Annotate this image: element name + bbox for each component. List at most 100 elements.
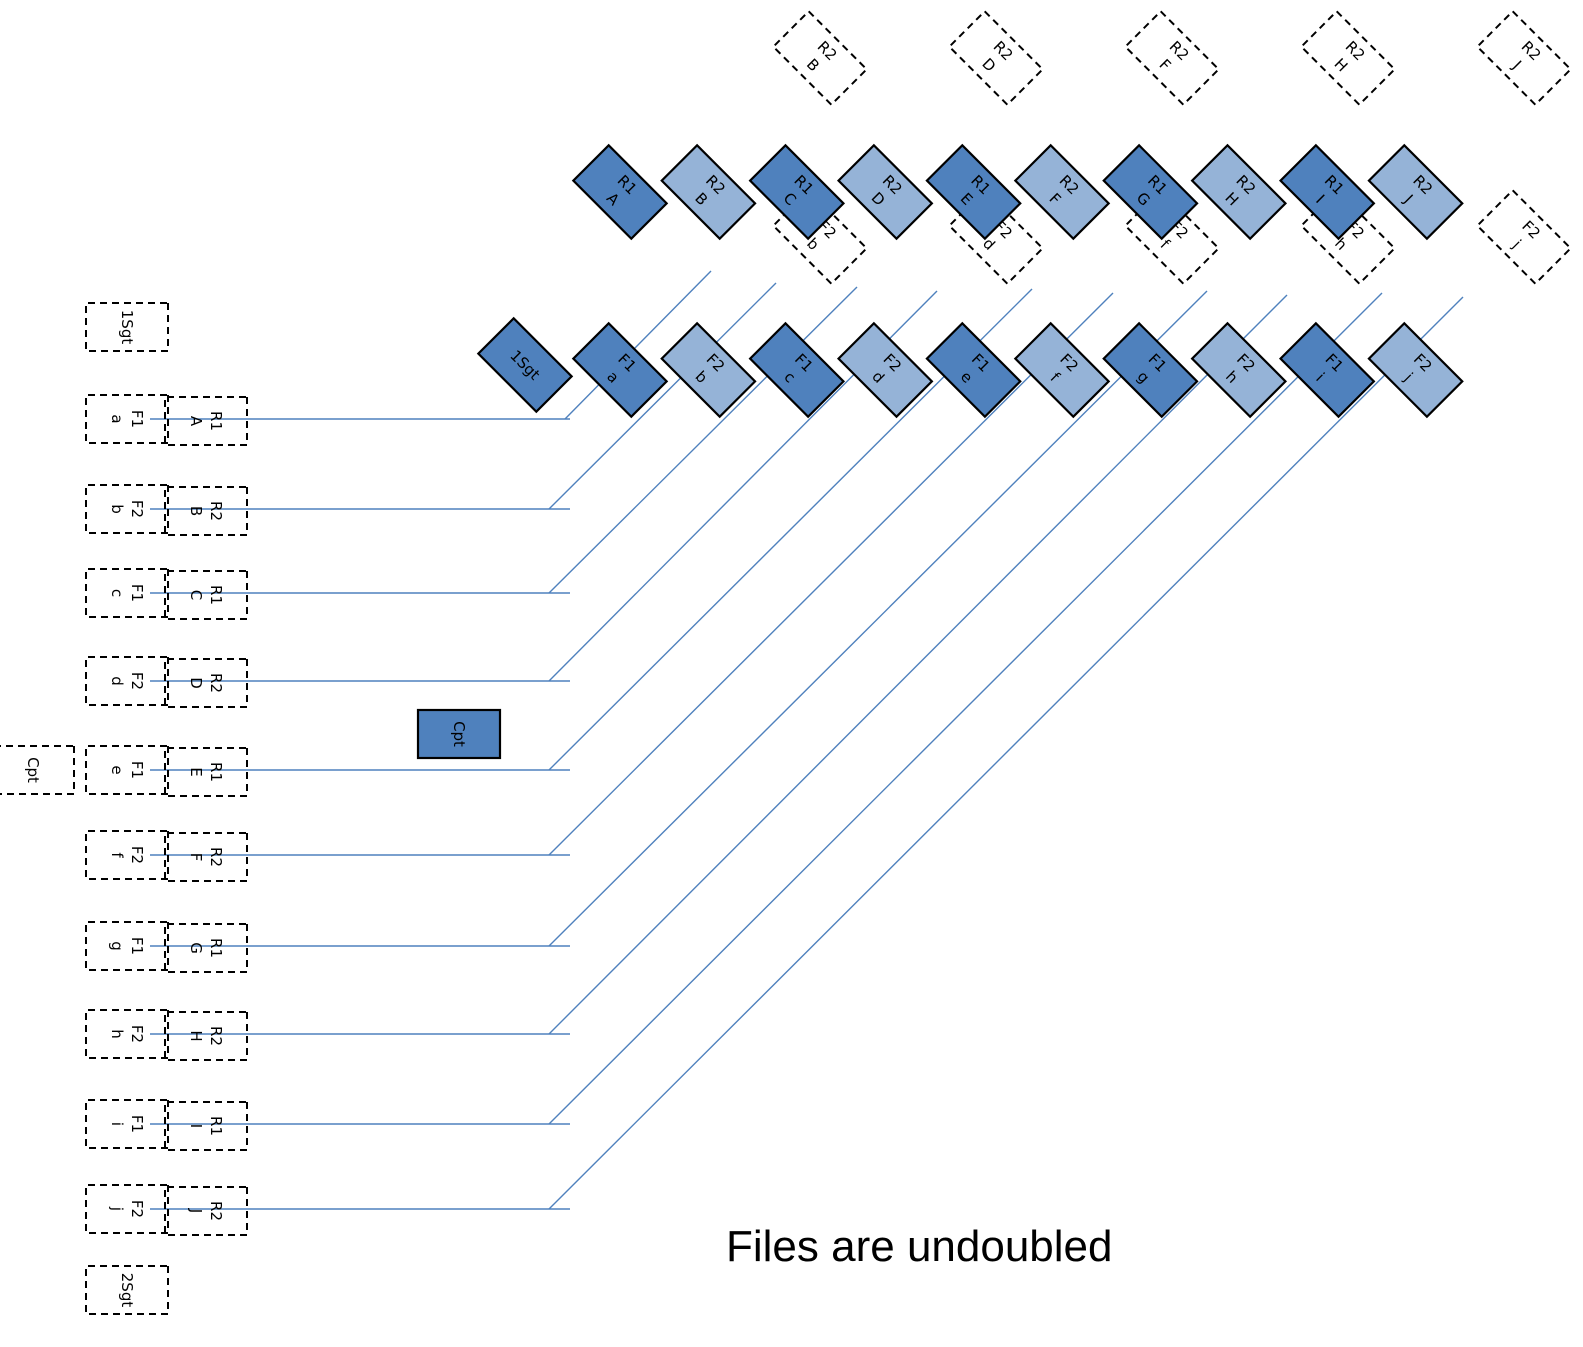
rank-column-box-C: R1C [164, 570, 248, 620]
rank-column-box-E-label: E [187, 767, 205, 776]
rank-diag-F: R2F [1013, 143, 1111, 241]
ghost-top-H-label: H [1331, 55, 1352, 76]
file-column-box-h-label: h [108, 1029, 126, 1039]
rank-diag-C: R1C [748, 143, 846, 241]
rank-column-box-I: R1I [164, 1101, 248, 1151]
diagram-caption: Files are undoubled [726, 1222, 1113, 1271]
file-diag-h: F2h [1190, 321, 1288, 419]
rank-column-box-F: R2F [164, 832, 248, 882]
rank-column-box-J-label: R2 [207, 1201, 225, 1221]
rank-column-box-B-label: R2 [207, 501, 225, 521]
rank-column-box-B-label: B [187, 506, 205, 516]
sgt-bottom-box-label: 2Sgt [118, 1273, 136, 1308]
ghost-top-J: R2J [1475, 9, 1573, 107]
file-column-box-d: F2d [85, 656, 169, 706]
file-column-box-h: F2h [85, 1009, 169, 1059]
connector-line [548, 290, 1208, 947]
rank-column-box-G-label: G [187, 942, 205, 954]
file-column-box-c-label: F1 [128, 584, 146, 602]
cpt-block-label: Cpt [450, 721, 468, 747]
ghost-top-D: R2D [947, 9, 1045, 107]
rank-column-box-G-label: R1 [207, 938, 225, 958]
file-column-box-b-label: b [108, 504, 126, 514]
connector-line [548, 292, 1114, 856]
file-diag-c: F1c [748, 321, 846, 419]
rank-column-box-D-label: R2 [207, 673, 225, 693]
rank-column-box-H-label: H [187, 1030, 205, 1041]
file-column-box-e-label: e [108, 765, 126, 774]
ghost-mid-j-label: j [1508, 236, 1524, 252]
diagram-blocks: 1Sgt2SgtCptF1aF2bF1cF2dF1eF2fF1gF2hF1iF2… [0, 9, 1573, 1315]
rank-column-box-H-label: R2 [207, 1026, 225, 1046]
file-column-box-j: F2j [85, 1184, 169, 1234]
rank-column-box-J-label: J [187, 1208, 205, 1213]
file-diag-g: F1g [1102, 321, 1199, 419]
file-column-box-j-label: F2 [128, 1200, 146, 1218]
rank-column-box-E-label: R1 [207, 762, 225, 782]
sgt-top-box-label: 1Sgt [118, 310, 136, 345]
rank-diag-G: R1G [1102, 143, 1199, 241]
ghost-top-D-label: D [978, 55, 999, 76]
file-column-box-i-label: i [108, 1122, 126, 1126]
rank-column-box-F-label: R2 [207, 847, 225, 867]
rank-diag-D: R2D [836, 143, 934, 241]
file-column-box-a: F1a [85, 394, 169, 444]
sgt-top-box: 1Sgt [85, 302, 169, 352]
rank-column-box-C-label: R1 [207, 585, 225, 605]
file-column-box-e: F1e [85, 745, 169, 795]
rank-diag-H: R2H [1190, 143, 1288, 241]
file-column-box-f-label: F2 [128, 846, 146, 864]
rank-column-box-I-label: R1 [207, 1116, 225, 1136]
rank-diag-A: R1A [571, 143, 669, 241]
rank-column-box-E: R1E [164, 747, 248, 797]
rank-column-box-D-label: D [187, 677, 205, 689]
rank-column-box-A-label: R1 [207, 411, 225, 431]
ghost-mid-f-label: f [1157, 236, 1174, 253]
ghost-top-B-label: B [803, 55, 823, 75]
rank-diag-J: R2J [1367, 143, 1464, 241]
rank-column-box-F-label: F [187, 853, 205, 862]
file-column-box-g-label: F1 [128, 937, 146, 955]
file-column-box-d-label: d [108, 676, 126, 686]
connector-line [548, 294, 1288, 1035]
rank-diag-E: R1E [925, 143, 1022, 241]
file-column-box-f-label: f [108, 852, 126, 858]
rank-column-box-A: R1A [164, 396, 248, 446]
ghost-top-F-label: F [1156, 56, 1175, 75]
file-diag-b: F2b [660, 321, 757, 419]
connector-line [548, 296, 1464, 1210]
rank-diag-I: R1I [1278, 143, 1376, 241]
file-column-box-d-label: F2 [128, 672, 146, 690]
file-column-box-f: F2f [85, 830, 169, 880]
file-diag-f: F2f [1013, 321, 1111, 419]
rank-column-box-B: R2B [164, 486, 248, 536]
file-column-box-h-label: F2 [128, 1025, 146, 1043]
ghost-mid-j: F2j [1475, 188, 1573, 286]
rank-column-box-I-label: I [187, 1124, 205, 1128]
sgt-diag-block: 1Sgt [476, 316, 574, 414]
connector-line [564, 270, 712, 420]
file-column-box-i-label: F1 [128, 1115, 146, 1133]
file-diag-i: F1i [1278, 321, 1376, 419]
ghost-top-B: R2B [771, 9, 869, 107]
file-column-box-e-label: F1 [128, 761, 146, 779]
file-diag-j: F2j [1367, 321, 1464, 419]
connector-line [548, 292, 1383, 1125]
rank-diag-B: R2B [660, 143, 757, 241]
cpt-block: Cpt [416, 708, 502, 760]
cpt-dashed-box: Cpt [0, 745, 75, 795]
file-column-box-i: F1i [85, 1099, 169, 1149]
file-column-box-g: F1g [85, 921, 169, 971]
rank-column-box-C-label: C [187, 590, 205, 600]
rank-column-box-A-label: A [187, 416, 205, 427]
file-column-box-b-label: F2 [128, 500, 146, 518]
connector-line [548, 282, 777, 510]
ghost-top-H: R2H [1299, 9, 1397, 107]
file-diag-e: F1e [925, 321, 1022, 419]
rank-column-box-D: R2D [164, 658, 248, 708]
file-diag-a: F1a [571, 321, 669, 419]
file-column-box-a-label: F1 [128, 410, 146, 428]
connector-line [548, 286, 858, 594]
file-column-box-j-label: j [108, 1206, 126, 1211]
